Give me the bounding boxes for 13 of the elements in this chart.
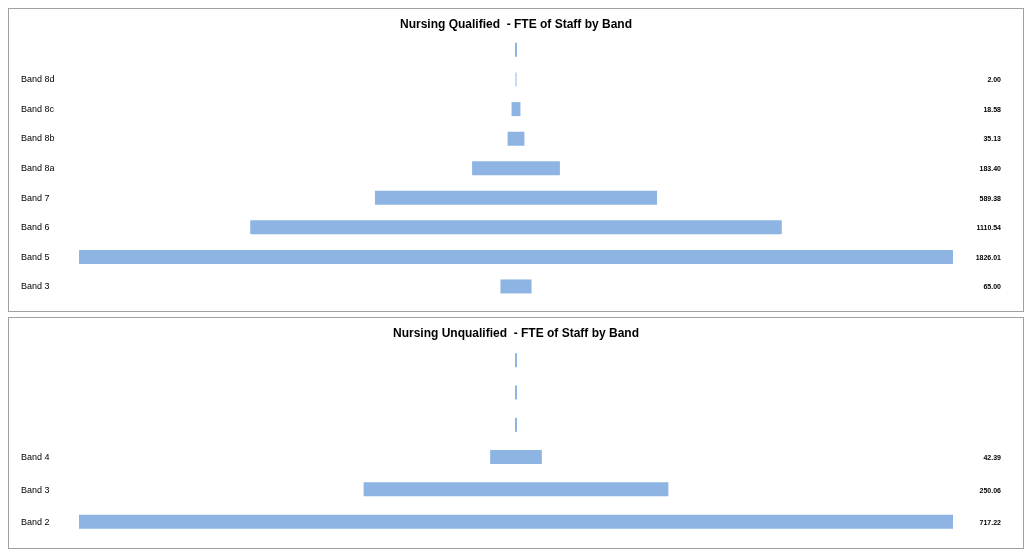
category-label: Band 2 (21, 516, 50, 527)
category-label: Band 8c (21, 103, 55, 114)
category-label: Band 3 (21, 484, 50, 495)
category-label: Band 8a (21, 163, 55, 173)
category-label: Band 7 (21, 192, 50, 203)
category-label: Band 4 (21, 452, 50, 463)
category-label: Band 5 (21, 251, 50, 262)
category-label: Band 6 (21, 222, 50, 233)
text: Nursing Unqualified - FTE of Staff by Band (392, 325, 640, 340)
category-label: Band 3 (21, 281, 50, 292)
text: Nursing Qualified - FTE of Staff by Band (399, 16, 633, 31)
category-label: Band 8b (21, 133, 55, 144)
category-label: Band 8d (21, 74, 55, 85)
